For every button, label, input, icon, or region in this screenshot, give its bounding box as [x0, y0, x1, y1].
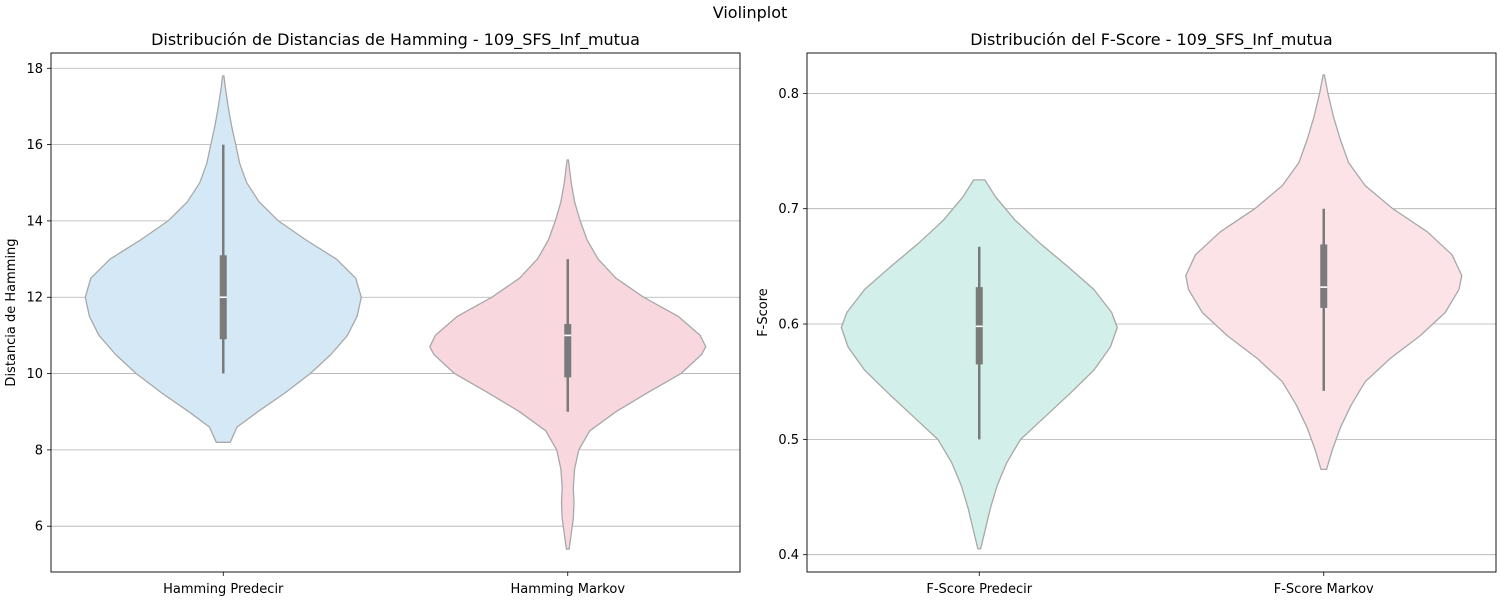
x-tick-label: Hamming Predecir — [163, 582, 284, 597]
y-tick-label: 10 — [26, 367, 43, 382]
y-tick-label: 0.8 — [778, 87, 799, 102]
y-axis-label: F-Score — [756, 288, 771, 337]
figure-title: Violinplot — [713, 3, 788, 22]
y-tick-label: 18 — [26, 62, 43, 77]
y-tick-label: 14 — [26, 214, 43, 229]
y-tick-label: 0.6 — [778, 318, 799, 333]
y-axis-label: Distancia de Hamming — [4, 238, 19, 386]
y-tick-label: 16 — [26, 138, 43, 153]
x-tick-label: Hamming Markov — [510, 582, 625, 597]
x-tick-label: F-Score Markov — [1274, 582, 1374, 597]
y-tick-label: 8 — [35, 443, 43, 458]
y-tick-label: 12 — [26, 291, 43, 306]
y-tick-label: 6 — [35, 520, 43, 535]
x-tick-label: F-Score Predecir — [926, 582, 1032, 597]
y-tick-label: 0.7 — [778, 202, 799, 217]
axes-frame — [50, 52, 741, 573]
violin-iqr-box — [1320, 244, 1328, 308]
axes-frame — [806, 52, 1497, 573]
hamming-violin-panel: 6 8 10 12 14 16 18 Hamming Predecir Hamming Mark… — [4, 30, 741, 597]
y-tick-label: 0.4 — [778, 548, 799, 563]
violin-iqr-box — [564, 323, 572, 378]
panel-title: Distribución del F-Score - 109_SFS_Inf_m… — [970, 30, 1332, 50]
fscore-violin-panel: 0.4 0.5 0.6 0.7 0.8 F-Score Predecir F-Score M… — [756, 30, 1497, 597]
panel-title: Distribución de Distancias de Hamming - … — [151, 30, 640, 50]
y-tick-label: 0.5 — [778, 433, 799, 448]
